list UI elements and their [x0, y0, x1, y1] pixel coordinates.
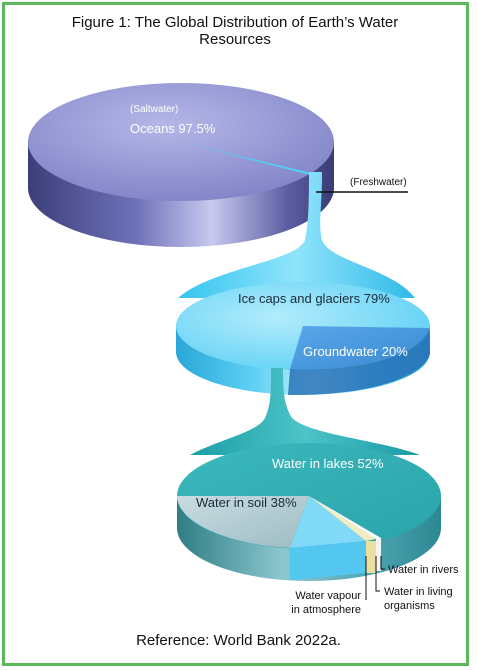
- rivers-leader-line: [380, 556, 385, 570]
- saltwater-label: (Saltwater): [130, 104, 178, 115]
- soil-label: Water in soil 38%: [196, 495, 297, 510]
- rivers-label: Water in rivers: [388, 564, 459, 576]
- lakes-label: Water in lakes 52%: [272, 456, 384, 471]
- soil-slice: [177, 496, 309, 548]
- living-organisms-label-line2: organisms: [384, 600, 435, 612]
- oceans-pie: [28, 83, 334, 247]
- vapour-slice: [290, 496, 366, 548]
- groundwater-side: [288, 328, 430, 396]
- vapour-label-line1: Water vapour: [295, 590, 361, 602]
- vapour-slice-side: [290, 541, 366, 580]
- surface-water-funnel: [190, 368, 420, 455]
- living-organisms-side: [366, 541, 376, 573]
- freshwater-funnel: [178, 172, 415, 298]
- rivers-side: [376, 538, 381, 571]
- surface-water-pie: [177, 443, 441, 581]
- living-organisms-label-line1: Water in living: [384, 586, 453, 598]
- living-organisms-slice: [309, 496, 376, 541]
- groundwater-label: Groundwater 20%: [303, 344, 408, 359]
- freshwater-slice: [181, 142, 320, 175]
- oceans-label: Oceans 97.5%: [130, 121, 216, 136]
- vapour-label-line2: in atmosphere: [291, 604, 361, 616]
- reference-note: Reference: World Bank 2022a.: [136, 632, 341, 649]
- freshwater-pie: [176, 282, 430, 396]
- ice-caps-label: Ice caps and glaciers 79%: [238, 291, 390, 306]
- freshwater-label: (Freshwater): [350, 177, 407, 188]
- living-leader-line: [375, 556, 380, 592]
- rivers-slice: [309, 496, 381, 539]
- groundwater-slice: [290, 326, 429, 370]
- figure-title: Figure 1: The Global Distribution of Ear…: [71, 14, 399, 48]
